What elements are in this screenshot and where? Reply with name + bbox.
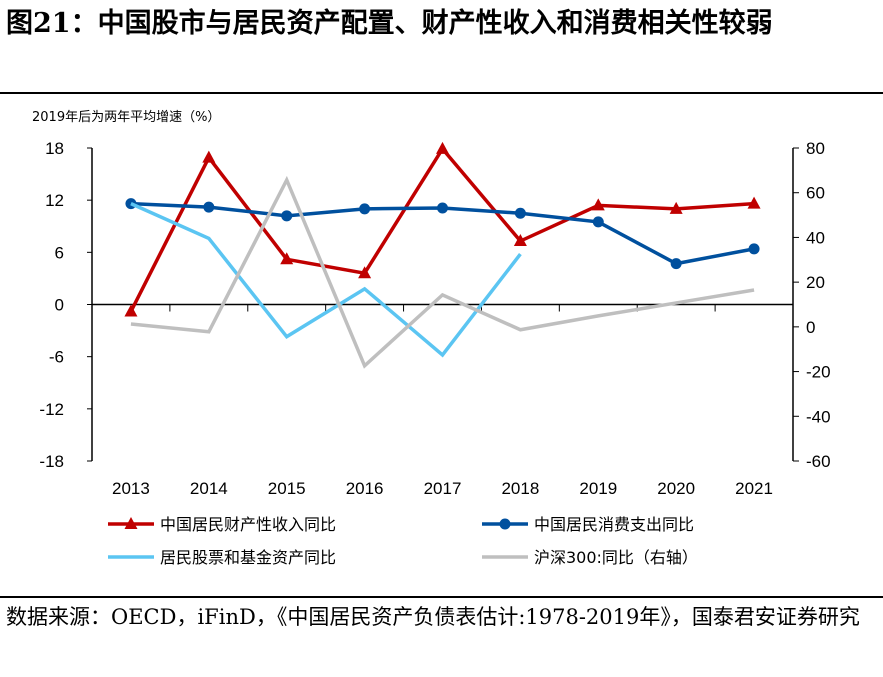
data-point xyxy=(280,252,294,265)
left-tick-label: -12 xyxy=(39,400,64,419)
x-tick-label: 2017 xyxy=(424,479,462,498)
left-tick-label: 18 xyxy=(45,139,64,158)
right-tick-label: -20 xyxy=(806,363,831,382)
x-tick-label: 2019 xyxy=(579,479,617,498)
data-point xyxy=(591,198,605,211)
right-tick-label: -40 xyxy=(806,407,831,426)
data-point xyxy=(513,234,527,247)
x-tick-label: 2016 xyxy=(346,479,384,498)
legend-label: 中国居民消费支出同比 xyxy=(534,515,694,534)
x-tick-label: 2018 xyxy=(501,479,539,498)
data-point xyxy=(669,201,683,214)
data-point xyxy=(747,196,761,209)
right-tick-label: 40 xyxy=(806,228,825,247)
left-tick-label: -18 xyxy=(39,452,64,471)
figure-title: 图21：中国股市与居民资产配置、财产性收入和消费相关性较弱 xyxy=(6,8,773,39)
data-point xyxy=(748,243,760,255)
data-point xyxy=(436,141,449,154)
right-tick-label: 60 xyxy=(806,184,825,203)
unit-label: 2019年后为两年平均增速（%） xyxy=(32,110,221,125)
source-rule xyxy=(0,596,883,598)
source-note: 数据来源：OECD，iFinD，《中国居民资产负债表估计:1978-2019年》… xyxy=(6,605,860,629)
title-rule xyxy=(0,92,883,94)
x-tick-label: 2013 xyxy=(112,479,150,498)
series-line-2 xyxy=(130,202,522,358)
data-point xyxy=(281,210,293,222)
x-tick-label: 2021 xyxy=(735,479,773,498)
series-line-3 xyxy=(130,175,755,369)
right-tick-label: 20 xyxy=(806,273,825,292)
data-point xyxy=(670,258,682,270)
right-tick-label: 80 xyxy=(806,139,825,158)
left-tick-label: 12 xyxy=(45,191,64,210)
legend-marker xyxy=(499,518,511,530)
right-tick-label: 0 xyxy=(806,318,815,337)
x-tick-label: 2014 xyxy=(190,479,228,498)
x-tick-label: 2020 xyxy=(657,479,695,498)
x-tick-label: 2015 xyxy=(268,479,306,498)
legend-label: 中国居民财产性收入同比 xyxy=(160,515,336,534)
data-point xyxy=(124,304,138,317)
data-point xyxy=(358,266,372,279)
data-point xyxy=(514,207,526,219)
data-point xyxy=(203,201,215,213)
series-line-0 xyxy=(129,145,755,313)
data-point xyxy=(202,150,216,163)
left-tick-label: 6 xyxy=(55,243,64,262)
legend-label: 居民股票和基金资产同比 xyxy=(160,548,336,567)
data-point xyxy=(437,202,448,214)
data-point xyxy=(359,203,371,215)
right-tick-label: -60 xyxy=(806,452,831,471)
left-tick-label: 0 xyxy=(55,296,64,315)
legend-marker xyxy=(124,517,138,529)
legend-label: 沪深300:同比（右轴） xyxy=(534,548,698,567)
data-point xyxy=(592,216,604,228)
left-tick-label: -6 xyxy=(49,348,64,367)
